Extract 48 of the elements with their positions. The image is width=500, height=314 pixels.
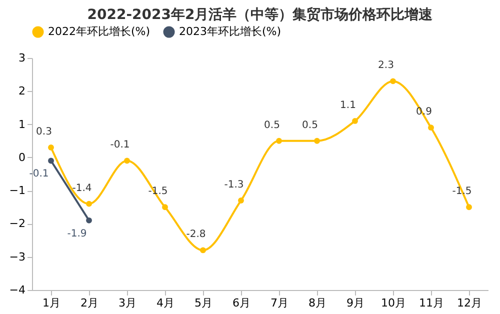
y-tick-label: 2 bbox=[18, 84, 26, 98]
y-tick-label: −1 bbox=[9, 184, 26, 198]
x-tick-label: 8月 bbox=[308, 296, 326, 310]
x-tick-label: 11月 bbox=[419, 296, 444, 310]
data-label: -0.1 bbox=[29, 168, 49, 180]
point bbox=[48, 158, 54, 164]
point bbox=[162, 204, 168, 210]
data-label: 0.3 bbox=[36, 126, 52, 138]
legend-label: 2023年环比增长(%) bbox=[179, 25, 282, 38]
point bbox=[200, 247, 206, 254]
data-label: -1.3 bbox=[224, 180, 244, 191]
data-label: -2.8 bbox=[186, 229, 206, 240]
legend-label: 2022年环比增长(%) bbox=[48, 25, 150, 38]
x-tick-label: 10月 bbox=[381, 296, 406, 310]
x-tick-label: 6月 bbox=[232, 296, 250, 310]
x-tick-label: 4月 bbox=[156, 296, 174, 310]
point bbox=[124, 158, 130, 164]
point bbox=[466, 204, 472, 210]
point bbox=[276, 138, 282, 144]
data-label: 2.3 bbox=[378, 60, 394, 72]
data-label: 0.5 bbox=[264, 120, 280, 131]
y-tick-label: 0 bbox=[18, 150, 26, 164]
point bbox=[390, 78, 396, 84]
x-tick-label: 7月 bbox=[270, 296, 288, 310]
data-label: -1.4 bbox=[72, 182, 92, 194]
y-tick-label: −2 bbox=[9, 217, 26, 230]
data-label: 1.1 bbox=[340, 100, 356, 111]
point bbox=[314, 138, 320, 144]
x-tick-label: 5月 bbox=[194, 296, 212, 310]
point bbox=[428, 124, 434, 131]
x-tick-label: 3月 bbox=[118, 296, 136, 310]
point bbox=[86, 217, 92, 224]
chart-title: 2022-2023年2月活羊（中等）集贸市场价格环比增速 bbox=[87, 6, 434, 23]
y-tick-label: 1 bbox=[18, 118, 26, 131]
y-tick-label: 3 bbox=[18, 52, 26, 64]
data-label: -0.1 bbox=[110, 140, 130, 151]
y-tick-label: −4 bbox=[9, 284, 26, 296]
data-label: 0.5 bbox=[302, 120, 318, 131]
data-label: -1.9 bbox=[67, 228, 87, 240]
point bbox=[238, 198, 244, 204]
x-tick-label: 12月 bbox=[457, 296, 482, 310]
x-tick-label: 1月 bbox=[42, 296, 60, 310]
y-tick-label: −3 bbox=[9, 250, 26, 264]
point bbox=[86, 200, 92, 207]
point bbox=[352, 118, 358, 124]
x-tick-label: 2月 bbox=[80, 296, 98, 310]
point bbox=[48, 144, 54, 150]
x-tick-label: 9月 bbox=[346, 296, 364, 310]
